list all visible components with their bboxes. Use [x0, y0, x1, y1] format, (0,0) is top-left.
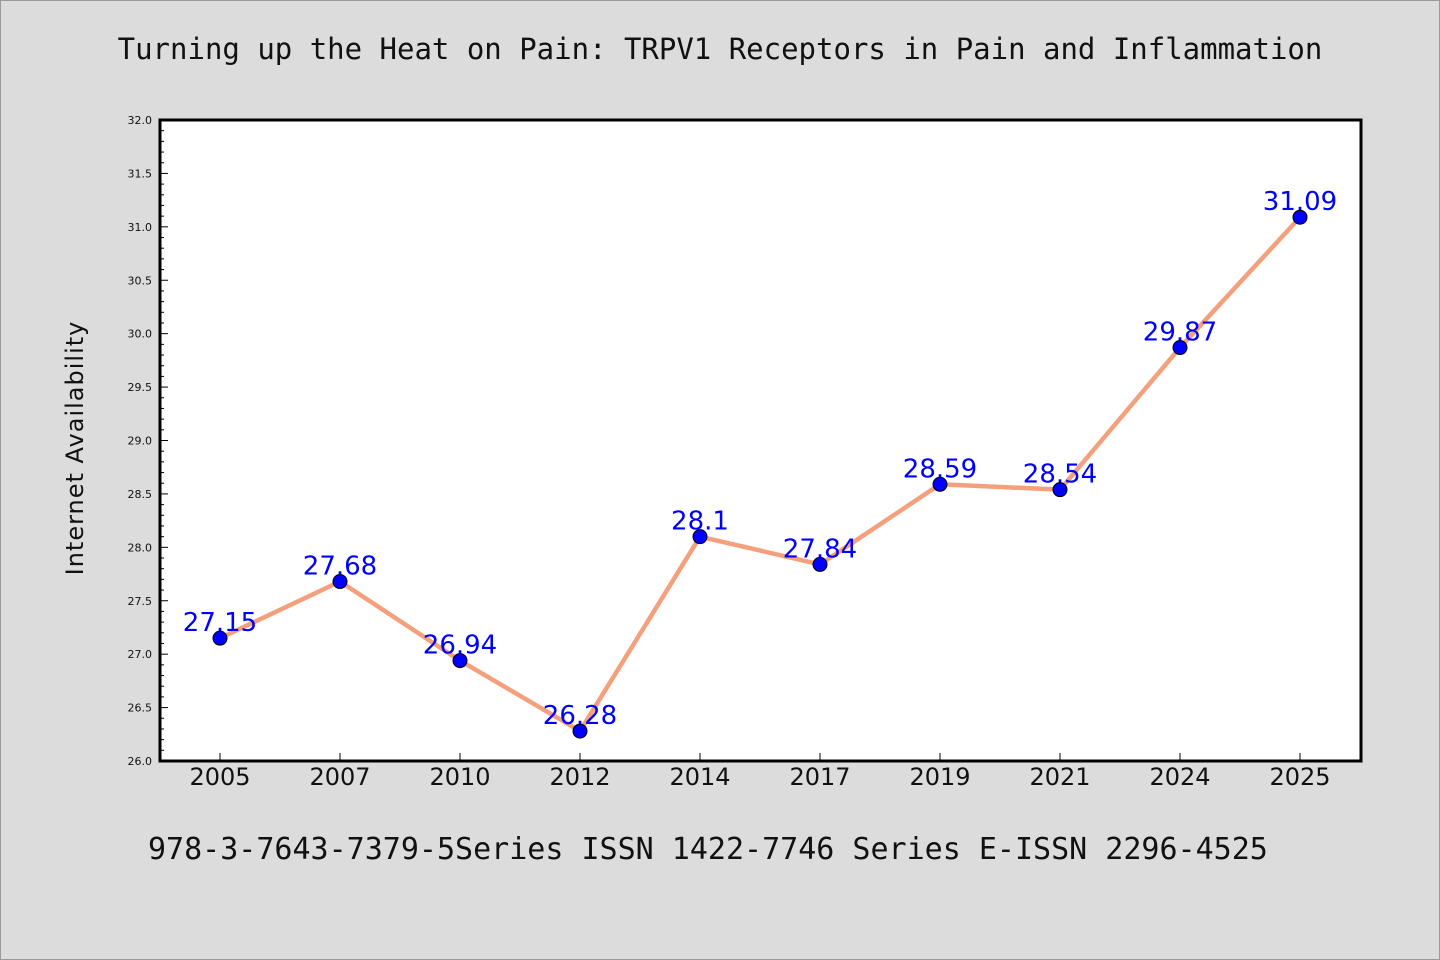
- data-point: [1052, 482, 1068, 498]
- data-point: [572, 723, 588, 739]
- y-axis: 26.0 26.5 27.0 27.5 28.0 28.5 29.0 29.5 30.0 30.5…: [128, 114, 168, 768]
- data-point: [1292, 209, 1308, 225]
- data-label: 27.84: [783, 534, 857, 564]
- y-tick-label: 27.5: [128, 595, 153, 608]
- data-label: 27.68: [303, 552, 377, 582]
- x-tick-label: 2019: [909, 763, 970, 791]
- series-group: 27.15 27.68 26.94 26.28 28.1 27.84 28.59 28.54 2…: [183, 187, 1337, 739]
- plot-area: [158, 118, 1363, 763]
- x-tick-label: 2024: [1149, 763, 1210, 791]
- x-tick-label: 2010: [429, 763, 490, 791]
- data-point: [692, 529, 708, 545]
- y-tick-label: 27.0: [128, 648, 153, 661]
- y-tick-label: 30.5: [128, 274, 153, 287]
- y-tick-label: 31.0: [128, 221, 153, 234]
- y-tick-label: 32.0: [128, 114, 153, 127]
- x-tick-label: 2025: [1269, 763, 1330, 791]
- data-label: 28.1: [671, 507, 729, 537]
- y-tick-label: 30.0: [128, 328, 153, 341]
- x-axis: 2005 2007 2010 2012 2014 2017 2019 2021 2024 2025: [189, 753, 1331, 791]
- x-tick-label: 2017: [789, 763, 850, 791]
- y-tick-label: 29.5: [128, 381, 153, 394]
- x-tick-label: 2014: [669, 763, 730, 791]
- data-point: [452, 653, 468, 669]
- x-tick-label: 2005: [189, 763, 250, 791]
- data-point: [332, 574, 348, 590]
- data-label: 26.94: [423, 631, 497, 661]
- data-point: [1172, 340, 1188, 356]
- footer-isbn-text: 978-3-7643-7379-5Series ISSN 1422-7746 S…: [148, 832, 1268, 867]
- data-point: [212, 630, 228, 646]
- data-label: 27.15: [183, 608, 257, 638]
- y-tick-label: 28.0: [128, 541, 153, 554]
- y-tick-label: 26.5: [128, 702, 153, 715]
- data-label: 31.09: [1263, 187, 1337, 217]
- series-line: [219, 215, 1302, 734]
- data-point: [932, 476, 948, 492]
- data-label: 28.54: [1023, 460, 1097, 490]
- data-label: 28.59: [903, 454, 977, 484]
- data-point: [812, 556, 828, 572]
- chart-title: Turning up the Heat on Pain: TRPV1 Recep…: [117, 32, 1323, 66]
- y-tick-label: 28.5: [128, 488, 153, 501]
- y-tick-label: 26.0: [128, 755, 153, 768]
- x-tick-label: 2021: [1029, 763, 1090, 791]
- x-tick-label: 2012: [549, 763, 610, 791]
- data-label: 29.87: [1143, 318, 1217, 348]
- y-tick-label: 29.0: [128, 435, 153, 448]
- y-tick-label: 31.5: [128, 167, 153, 180]
- x-tick-label: 2007: [309, 763, 370, 791]
- data-label: 26.28: [543, 701, 617, 731]
